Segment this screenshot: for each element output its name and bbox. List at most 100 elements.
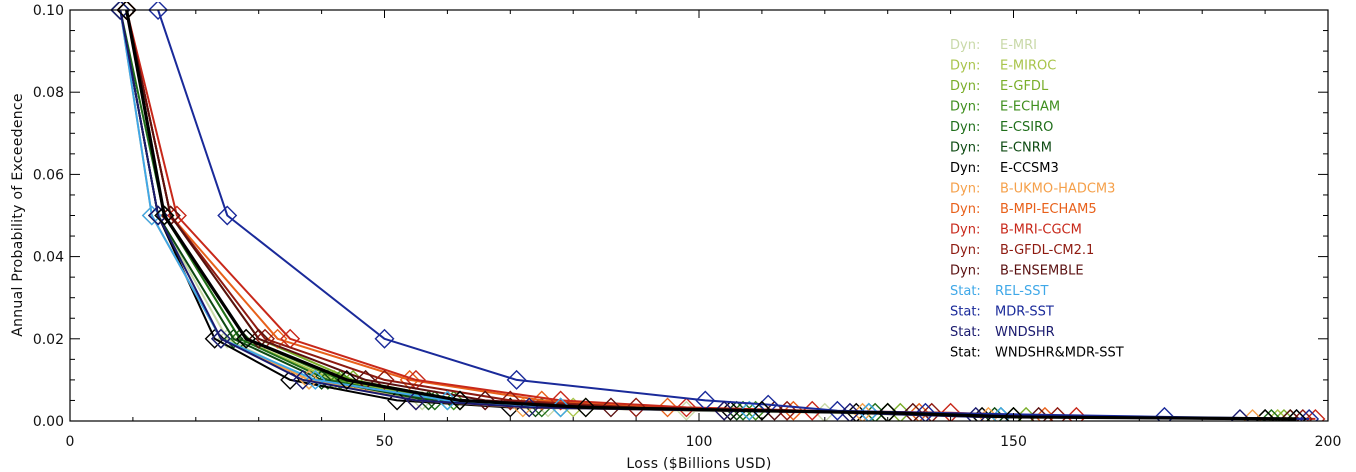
legend-entry: Stat: WNDSHR (950, 325, 1055, 340)
legend-prefix: Dyn: (950, 79, 980, 94)
legend-label: MDR-SST (995, 305, 1054, 320)
legend-prefix: Dyn: (950, 141, 980, 156)
data-point (714, 400, 735, 421)
legend-entry: Dyn: B-UKMO-HADCM3 (950, 182, 1115, 197)
data-point (600, 397, 621, 418)
legend-label: B-MRI-CGCM (1000, 223, 1082, 238)
data-point (940, 402, 961, 421)
data-point (1047, 406, 1068, 421)
data-point (877, 402, 898, 421)
data-point (204, 328, 225, 349)
y-axis-title: Annual Probability of Exceedence (10, 93, 26, 337)
y-tick-label: 0.04 (33, 250, 64, 266)
data-point (374, 369, 395, 390)
legend-label: E-CNRM (1000, 141, 1052, 156)
data-point (858, 402, 879, 421)
series-wndshr-mdr-sst (116, 2, 1307, 421)
series-line (125, 9, 1297, 421)
legend-entry: Dyn: E-ECHAM (950, 100, 1060, 115)
legend: Dyn: E-MRI Dyn: E-MIROC Dyn: E-GFDL Dyn: E-ECHA… (950, 38, 1124, 361)
data-point (1003, 406, 1024, 421)
data-point (827, 400, 848, 421)
legend-label: B-GFDL-CM2.1 (1000, 243, 1094, 258)
legend-label: B-ENSEMBLE (1000, 264, 1084, 279)
x-tick-label: 150 (1000, 434, 1027, 450)
legend-prefix: Stat: (950, 305, 981, 320)
data-point (236, 328, 257, 349)
data-point (657, 397, 678, 418)
data-point (506, 369, 527, 390)
data-point (449, 390, 470, 411)
x-tick-label: 200 (1315, 434, 1342, 450)
data-point (676, 397, 697, 418)
legend-label: E-CCSM3 (1000, 161, 1059, 176)
plot-background (70, 10, 1328, 421)
x-tick-label: 0 (66, 434, 75, 450)
legend-entry: Stat: REL-SST (950, 284, 1048, 299)
legend-entry: Dyn: B-MPI-ECHAM5 (950, 202, 1097, 217)
x-axis: 0 50 100 150 200 (66, 10, 1342, 450)
legend-prefix: Dyn: (950, 223, 980, 238)
legend-entry: Dyn: E-MRI (950, 38, 1037, 53)
legend-prefix: Dyn: (950, 243, 980, 258)
legend-label: E-MRI (1000, 38, 1037, 53)
data-point (116, 2, 137, 20)
series-mdr-sst (148, 2, 1320, 421)
data-point (299, 369, 320, 390)
legend-prefix: Dyn: (950, 100, 980, 115)
series-line (157, 9, 1310, 420)
data-point (336, 369, 357, 390)
y-tick-label: 0.00 (33, 414, 64, 430)
legend-entry: Dyn: E-CSIRO (950, 120, 1053, 135)
legend-prefix: Stat: (950, 284, 981, 299)
legend-entry: Dyn: B-MRI-CGCM (950, 223, 1082, 238)
x-tick-label: 50 (376, 434, 394, 450)
data-point (1229, 408, 1250, 421)
data-point (921, 402, 942, 421)
legend-label: E-ECHAM (1000, 100, 1060, 115)
legend-prefix: Dyn: (950, 202, 980, 217)
legend-entry: Dyn: B-GFDL-CM2.1 (950, 243, 1094, 258)
y-tick-label: 0.06 (33, 167, 64, 183)
data-point (154, 205, 175, 226)
data-point (575, 397, 596, 418)
data-point (550, 390, 571, 411)
data-point (475, 390, 496, 411)
data-point (355, 369, 376, 390)
data-point (1261, 408, 1282, 421)
y-tick-label: 0.08 (33, 85, 64, 101)
legend-prefix: Dyn: (950, 120, 980, 135)
data-point (210, 328, 231, 349)
data-point (405, 390, 426, 411)
legend-label: E-CSIRO (1000, 120, 1053, 135)
legend-prefix: Stat: (950, 346, 981, 361)
legend-prefix: Dyn: (950, 59, 980, 74)
legend-prefix: Dyn: (950, 161, 980, 176)
legend-label: WNDSHR&MDR-SST (995, 346, 1124, 361)
x-tick-label: 100 (686, 434, 713, 450)
data-point (110, 2, 131, 20)
data-point (292, 369, 313, 390)
y-tick-label: 0.02 (33, 332, 64, 348)
data-point (1280, 408, 1301, 421)
legend-label: E-MIROC (1000, 59, 1056, 74)
legend-label: WNDSHR (995, 325, 1055, 340)
data-point (1066, 406, 1087, 421)
data-point (915, 402, 936, 421)
legend-entry: Dyn: B-ENSEMBLE (950, 264, 1084, 279)
legend-prefix: Dyn: (950, 38, 980, 53)
legend-prefix: Dyn: (950, 182, 980, 197)
legend-label: E-GFDL (1000, 79, 1049, 94)
data-point (374, 328, 395, 349)
legend-label: B-MPI-ECHAM5 (1000, 202, 1097, 217)
legend-prefix: Stat: (950, 325, 981, 340)
data-point (1154, 406, 1175, 421)
data-point (839, 402, 860, 421)
legend-label: B-UKMO-HADCM3 (1000, 182, 1115, 197)
legend-prefix: Dyn: (950, 264, 980, 279)
legend-entry: Stat: MDR-SST (950, 305, 1054, 320)
data-point (1286, 408, 1307, 421)
legend-entry: Dyn: E-CCSM3 (950, 161, 1059, 176)
data-point (500, 390, 521, 411)
